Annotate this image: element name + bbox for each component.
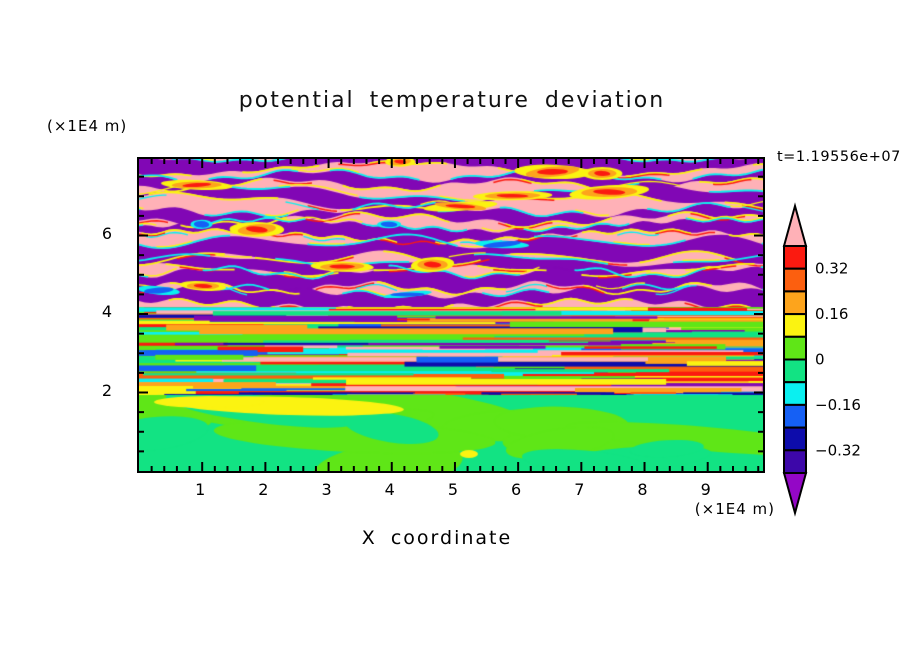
- x-tick-label: 6: [511, 480, 522, 499]
- x-tick-label: 2: [258, 480, 269, 499]
- colorbar-segment-red: [783, 245, 807, 270]
- y-tick-label: 6: [101, 223, 112, 243]
- x-tick-label: 4: [384, 480, 395, 499]
- x-axis-units-label: (×1E4 m): [694, 500, 775, 518]
- colorbar-segment-cyan: [783, 381, 807, 406]
- colorbar-label: 0: [815, 351, 825, 369]
- time-annotation: t=1.19556e+07: [777, 149, 901, 165]
- chart-title: potential temperature deviation: [238, 88, 666, 113]
- colorbar-segment-yellow: [783, 313, 807, 338]
- colorbar-arrow: [782, 202, 808, 247]
- x-tick-label: 7: [574, 480, 585, 499]
- colorbar-label: −0.32: [815, 441, 861, 459]
- colorbar-segment-springgreen: [783, 358, 807, 384]
- colorbar-segment-blue: [783, 403, 807, 429]
- x-tick-label: 9: [700, 480, 711, 499]
- y-tick-label: 2: [101, 380, 112, 400]
- colorbar: 0.32 0.16 0 −0.16 −0.32: [782, 202, 861, 517]
- x-tick-label: 5: [447, 480, 459, 499]
- colorbar-segment-orange: [783, 290, 807, 316]
- colorbar-label: −0.16: [815, 396, 861, 414]
- colorbar-arrow: [782, 472, 808, 517]
- plot-area: [137, 157, 765, 473]
- x-tick-label: 8: [637, 480, 648, 499]
- x-axis-title: X coordinate: [361, 527, 513, 549]
- colorbar-segment-chartreuse: [783, 335, 807, 361]
- x-tick-label: 3: [321, 480, 332, 499]
- colorbar-label: 0.16: [815, 305, 848, 323]
- y-tick-label: 4: [101, 302, 112, 322]
- colorbar-label: 0.32: [815, 260, 848, 278]
- colorbar-segment-navy: [783, 426, 807, 452]
- contour-field: [139, 159, 763, 471]
- x-tick-label: 1: [195, 480, 206, 499]
- colorbar-segment-orangered: [783, 267, 807, 293]
- y-axis-units-label: (×1E4 m): [47, 117, 128, 135]
- colorbar-segment-indigo: [783, 449, 807, 475]
